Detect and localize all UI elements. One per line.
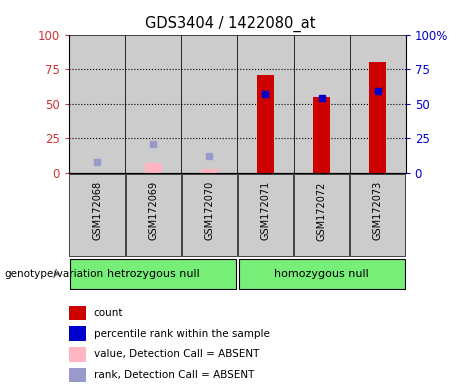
FancyBboxPatch shape (238, 258, 405, 289)
FancyBboxPatch shape (294, 174, 349, 257)
Text: GSM172072: GSM172072 (317, 181, 326, 240)
Text: GDS3404 / 1422080_at: GDS3404 / 1422080_at (145, 15, 316, 31)
Bar (69, 326, 86, 341)
Bar (349, 35, 406, 173)
Bar (201, 169, 218, 173)
Bar (369, 62, 386, 173)
FancyBboxPatch shape (350, 174, 405, 257)
Text: percentile rank within the sample: percentile rank within the sample (94, 329, 270, 339)
Bar (125, 35, 181, 173)
Text: homozygous null: homozygous null (274, 268, 369, 279)
Text: rank, Detection Call = ABSENT: rank, Detection Call = ABSENT (94, 370, 254, 380)
Bar (69, 347, 86, 362)
FancyBboxPatch shape (182, 174, 237, 257)
Bar (313, 97, 330, 173)
FancyBboxPatch shape (238, 174, 293, 257)
Text: count: count (94, 308, 123, 318)
Bar (145, 163, 162, 173)
Polygon shape (54, 271, 60, 277)
Text: genotype/variation: genotype/variation (5, 269, 104, 279)
FancyBboxPatch shape (125, 174, 181, 257)
Text: hetrozygous null: hetrozygous null (107, 268, 200, 279)
Text: GSM172073: GSM172073 (372, 181, 383, 240)
Bar (237, 35, 294, 173)
Text: GSM172068: GSM172068 (92, 181, 102, 240)
Text: GSM172070: GSM172070 (204, 181, 214, 240)
Bar (69, 306, 86, 320)
Bar (181, 35, 237, 173)
Bar (69, 35, 125, 173)
Text: value, Detection Call = ABSENT: value, Detection Call = ABSENT (94, 349, 259, 359)
FancyBboxPatch shape (70, 174, 125, 257)
Bar (257, 74, 274, 173)
Text: GSM172069: GSM172069 (148, 181, 158, 240)
Text: GSM172071: GSM172071 (260, 181, 271, 240)
FancyBboxPatch shape (70, 258, 236, 289)
Bar (69, 368, 86, 382)
Bar (294, 35, 349, 173)
